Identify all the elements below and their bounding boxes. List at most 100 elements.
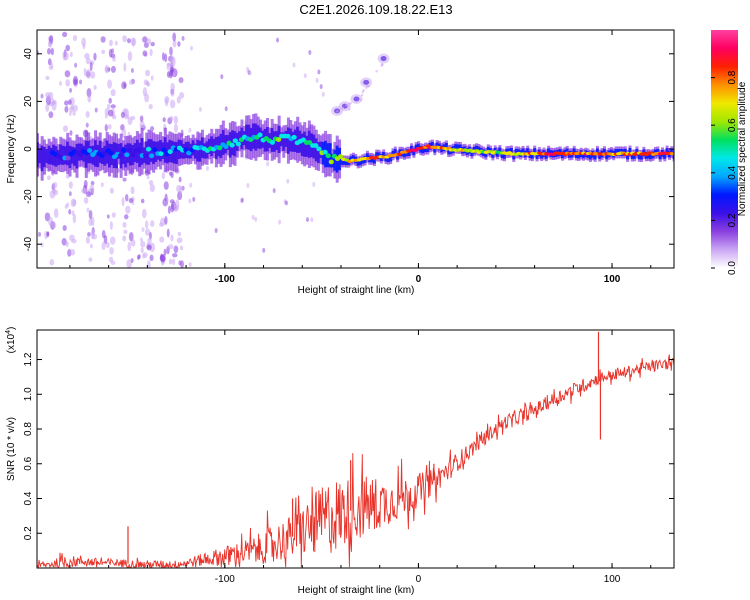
spectrogram-band bbox=[426, 145, 430, 153]
spectrogram-speckle bbox=[240, 197, 244, 203]
spectrogram-band bbox=[173, 141, 177, 164]
spectrogram-band bbox=[61, 145, 65, 165]
spectrogram-speckle bbox=[111, 212, 116, 218]
spectrogram-speckle bbox=[312, 181, 316, 187]
spectrogram-speckle bbox=[69, 87, 73, 93]
spectrogram-band bbox=[75, 143, 79, 169]
spectrogram-band bbox=[154, 141, 158, 162]
spectrogram-speckle bbox=[179, 91, 185, 99]
spectrogram-band bbox=[300, 133, 304, 157]
spectrogram-branch-speckle bbox=[347, 102, 351, 106]
spectrogram-speckle bbox=[89, 61, 93, 72]
spectrogram-y-tick-label: 20 bbox=[23, 95, 34, 107]
spectrogram-ridge-cell bbox=[316, 146, 322, 152]
spectrogram-band bbox=[198, 140, 202, 162]
spectrogram-speckle bbox=[141, 227, 145, 233]
spectrogram-speckle bbox=[139, 237, 143, 243]
spectrogram-band bbox=[159, 139, 163, 162]
spectrogram-speckle bbox=[90, 180, 95, 186]
spectrogram-branch-speckle bbox=[362, 89, 365, 92]
spectrogram-speckle bbox=[121, 197, 125, 207]
spectrogram-speckle bbox=[103, 234, 108, 245]
spectrogram-speckle bbox=[145, 80, 150, 86]
spectrogram-speckle bbox=[106, 103, 111, 110]
spectrogram-ridge-cell bbox=[232, 138, 238, 144]
spectrogram-band bbox=[421, 146, 425, 154]
spectrogram-speckle bbox=[104, 65, 110, 74]
spectrogram-band bbox=[447, 147, 451, 155]
colorbar-tick-label: 0.8 bbox=[727, 70, 738, 84]
spectrogram-speckle bbox=[172, 56, 176, 67]
spectrogram-speckle bbox=[62, 225, 67, 231]
spectrogram-band bbox=[66, 141, 70, 166]
spectrogram-band bbox=[498, 147, 502, 155]
spectrogram-speckle bbox=[110, 65, 116, 73]
spectrogram-speckle bbox=[86, 207, 90, 213]
spectrogram-speckle bbox=[140, 246, 144, 254]
spectrogram-ridge-cell bbox=[127, 147, 133, 153]
spectrogram-band bbox=[317, 142, 321, 164]
spectrogram-x-axis-label: Height of straight line (km) bbox=[298, 285, 415, 296]
spectrogram-speckle bbox=[93, 52, 97, 61]
colorbar-gradient bbox=[711, 30, 738, 268]
spectrogram-speckle bbox=[188, 198, 192, 204]
spectrogram-speckle bbox=[74, 62, 78, 68]
spectrogram-speckle bbox=[72, 111, 76, 116]
spectrogram-speckle bbox=[110, 89, 116, 97]
spectrogram-speckle bbox=[101, 241, 106, 251]
spectrogram-speckle bbox=[79, 79, 83, 85]
spectrogram-speckle bbox=[112, 57, 116, 62]
spectrogram-branch-speckle bbox=[375, 70, 378, 73]
spectrogram-speckle bbox=[109, 187, 114, 194]
spectrogram-speckle bbox=[45, 103, 50, 112]
spectrogram-speckle bbox=[123, 82, 127, 88]
spectrogram-ridge-cell bbox=[130, 152, 136, 158]
spectrogram-speckle bbox=[136, 254, 140, 260]
spectrogram-band bbox=[156, 141, 160, 160]
spectrogram-ridge-cell bbox=[328, 159, 334, 165]
spectrogram-branch-speckle bbox=[360, 94, 364, 97]
snr-y-ticks: 0.2 0.4 0.6 0.8 1.0 1.2 bbox=[23, 352, 674, 540]
spectrogram-speckle bbox=[145, 69, 151, 77]
spectrogram-speckle bbox=[130, 239, 136, 247]
spectrogram-speckle bbox=[149, 48, 153, 57]
spectrogram-speckle bbox=[85, 111, 90, 118]
spectrogram-band bbox=[282, 132, 286, 151]
spectrogram-band bbox=[296, 126, 300, 153]
spectrogram-speckle bbox=[83, 180, 88, 189]
spectrogram-band bbox=[47, 145, 51, 165]
spectrogram-speckle bbox=[85, 122, 89, 128]
spectrogram-speckle bbox=[172, 253, 178, 258]
spectrogram-speckle bbox=[286, 178, 290, 184]
spectrogram-speckle bbox=[139, 120, 145, 130]
spectrogram-band bbox=[270, 127, 274, 152]
spectrogram-speckle bbox=[173, 245, 179, 254]
spectrogram-speckle bbox=[83, 67, 87, 77]
spectrogram-band bbox=[73, 147, 77, 166]
spectrogram-speckle bbox=[120, 111, 125, 119]
spectrogram-speckle bbox=[159, 236, 165, 243]
spectrogram-ridge-cell bbox=[65, 155, 71, 161]
colorbar-tick-label: 0.6 bbox=[727, 118, 738, 132]
spectrogram-speckle bbox=[246, 66, 250, 72]
spectrogram-band bbox=[233, 131, 237, 157]
spectrogram-band bbox=[149, 139, 153, 162]
spectrogram-speckle bbox=[310, 217, 314, 223]
spectrogram-speckle bbox=[128, 197, 134, 204]
spectrogram-ridge-cell bbox=[291, 134, 297, 140]
spectrogram-speckle bbox=[85, 69, 92, 79]
spectrogram-speckle bbox=[159, 254, 166, 262]
spectrogram-speckle bbox=[114, 40, 118, 46]
spectrogram-speckle bbox=[89, 243, 93, 249]
spectrogram-band bbox=[614, 149, 618, 156]
spectrogram-speckle bbox=[109, 246, 114, 255]
spectrogram-band bbox=[500, 151, 504, 158]
spectrogram-band bbox=[40, 145, 44, 172]
spectrogram-band bbox=[342, 157, 346, 165]
spectrogram-band bbox=[533, 148, 537, 155]
spectrogram-band bbox=[37, 142, 39, 168]
spectrogram-ridge-cell bbox=[161, 147, 167, 153]
spectrogram-band bbox=[530, 151, 534, 159]
spectrogram-speckle bbox=[45, 75, 50, 80]
spectrogram-speckle bbox=[72, 34, 78, 42]
